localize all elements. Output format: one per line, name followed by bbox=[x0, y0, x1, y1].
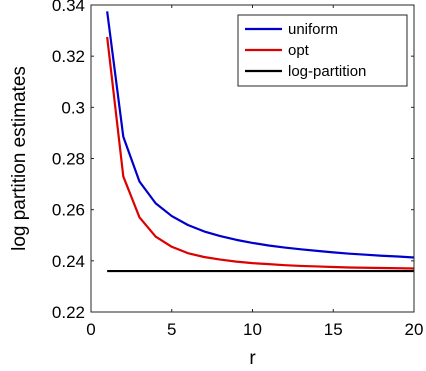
y-tick-label: 0.22 bbox=[52, 303, 85, 322]
legend-label-uniform: uniform bbox=[288, 21, 338, 38]
y-tick-label: 0.3 bbox=[61, 98, 85, 117]
y-tick-label: 0.26 bbox=[52, 201, 85, 220]
series-line-uniform bbox=[106, 11, 414, 259]
series-layer bbox=[106, 11, 414, 273]
y-axis-title: log partition estimates bbox=[9, 66, 30, 251]
legend-label-opt: opt bbox=[288, 42, 310, 59]
ticks-layer: 0 5 10 15 20 0.22 0.24 0.26 0.28 0.3 0.32 0.34 bbox=[52, 0, 424, 339]
y-tick-label: 0.34 bbox=[52, 0, 85, 15]
legend: uniform opt log-partition bbox=[237, 14, 408, 87]
y-tick-label: 0.28 bbox=[52, 150, 85, 169]
x-tick-label: 0 bbox=[86, 320, 95, 339]
x-tick-label: 5 bbox=[167, 320, 176, 339]
y-tick-label: 0.32 bbox=[52, 47, 85, 66]
y-tick-label: 0.24 bbox=[52, 252, 85, 271]
series-line-opt bbox=[106, 36, 414, 270]
x-tick-label: 15 bbox=[324, 320, 343, 339]
legend-label-log-partition: log-partition bbox=[288, 63, 366, 80]
x-axis-title: r bbox=[249, 348, 256, 369]
x-tick-label: 20 bbox=[405, 320, 424, 339]
x-tick-label: 10 bbox=[243, 320, 262, 339]
